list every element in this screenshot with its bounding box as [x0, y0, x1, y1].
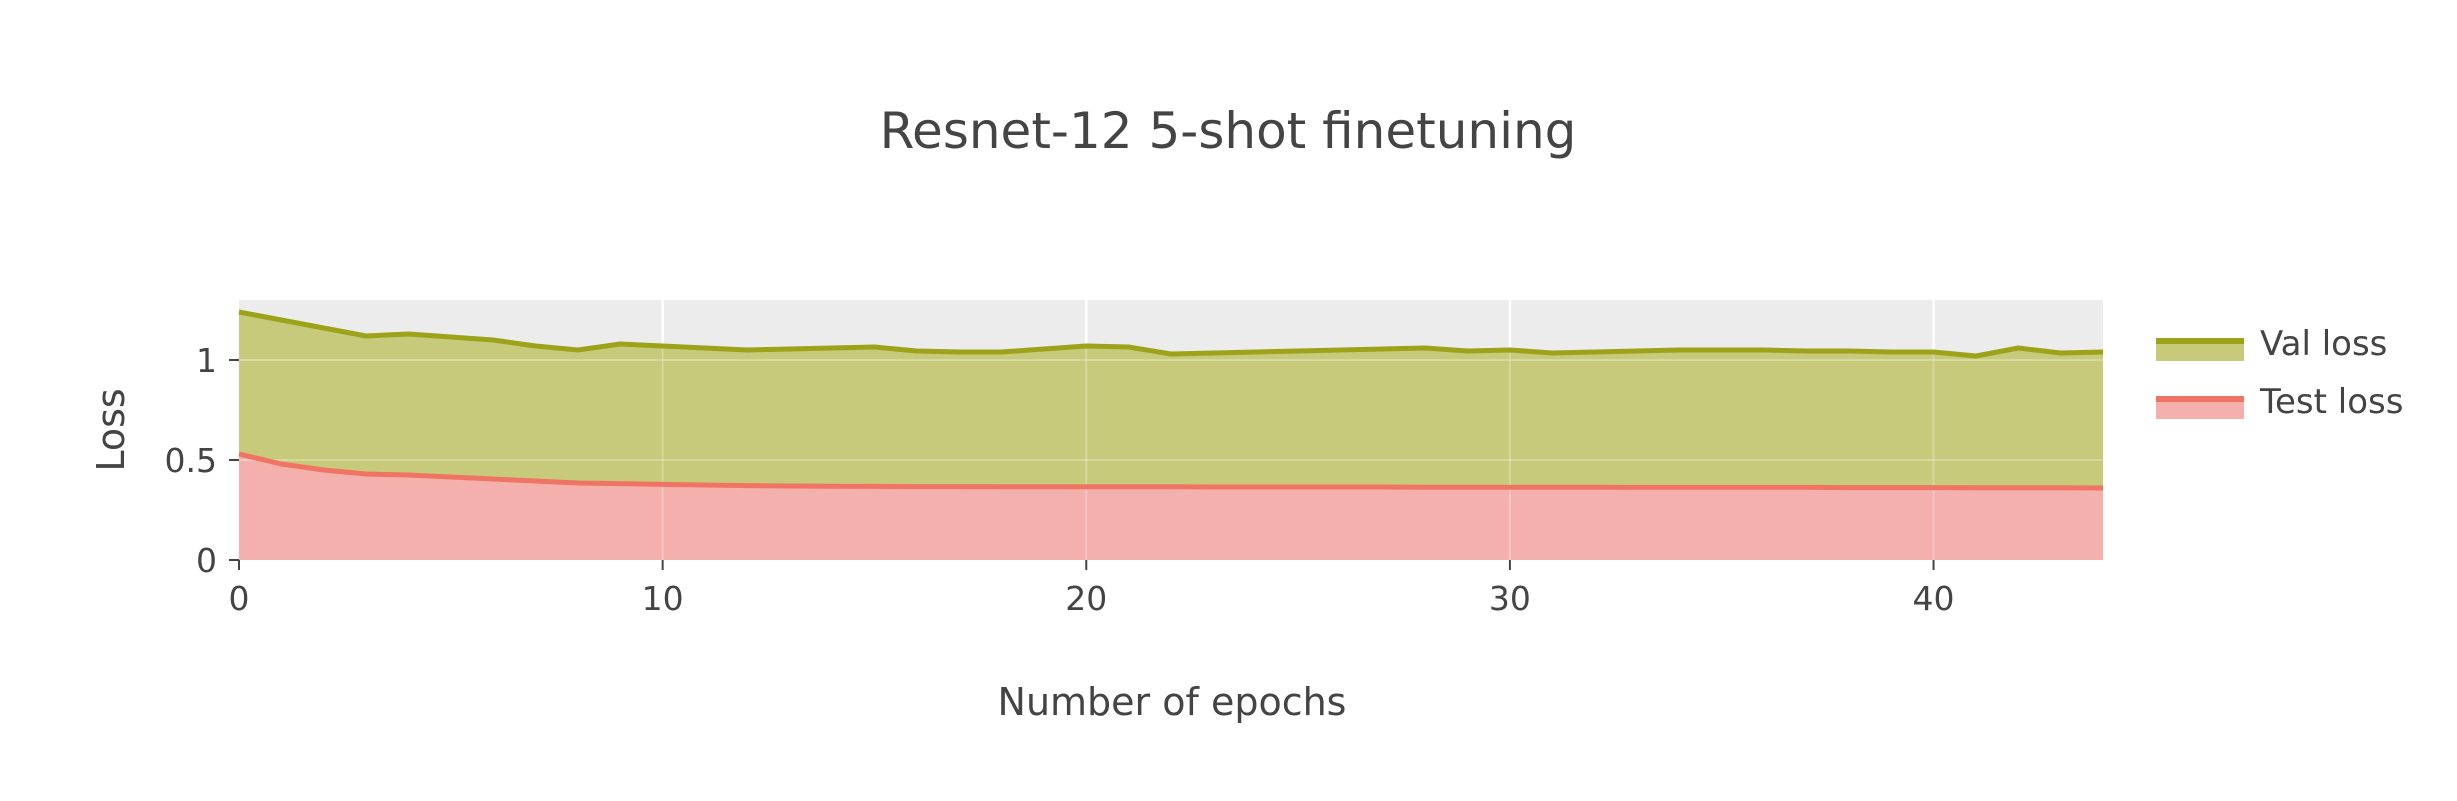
test-loss-points: [238, 453, 2104, 489]
y-tick-label: 1: [196, 341, 217, 380]
x-tick-label: 0: [229, 579, 250, 618]
legend-label: Test loss: [2259, 382, 2403, 422]
y-tick-label: 0.5: [165, 441, 217, 480]
plot-area: [238, 300, 2104, 560]
y-tick-label: 0: [196, 541, 217, 580]
legend: Val loss Test loss: [2156, 324, 2403, 422]
x-tick-label: 10: [642, 579, 684, 618]
val-loss-points: [238, 311, 2104, 357]
test-loss-area: [239, 454, 2103, 560]
x-tick-label: 30: [1489, 579, 1531, 618]
x-tick-label: 20: [1065, 579, 1107, 618]
legend-swatch-fill: [2156, 399, 2244, 419]
axes: 0 10 20 30 40 0 0.5 1: [165, 341, 1955, 618]
legend-item-test-loss: Test loss: [2156, 382, 2403, 422]
legend-swatch-fill: [2156, 341, 2244, 361]
y-axis-title: Loss: [89, 388, 133, 471]
legend-item-val-loss: Val loss: [2156, 324, 2387, 364]
legend-label: Val loss: [2260, 324, 2387, 364]
x-axis-title: Number of epochs: [998, 680, 1347, 724]
chart-title: Resnet-12 5-shot finetuning: [880, 102, 1577, 160]
x-tick-label: 40: [1913, 579, 1955, 618]
